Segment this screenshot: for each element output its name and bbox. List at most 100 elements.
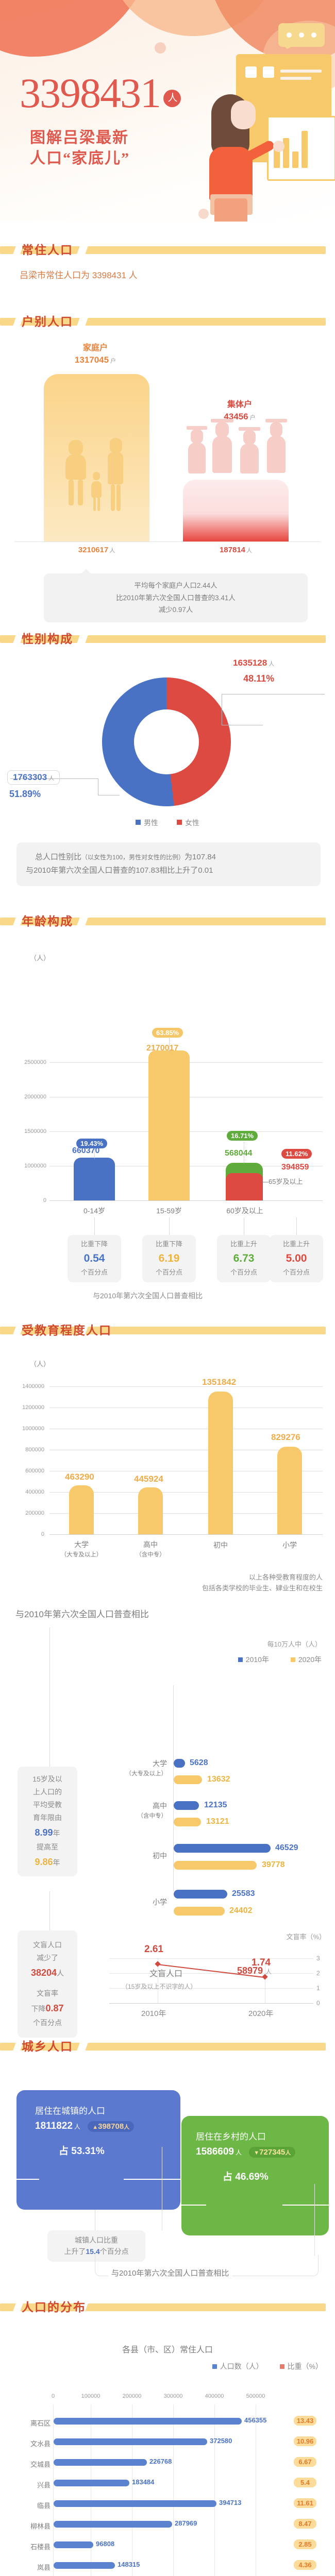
legend-2020-label: 2020年 xyxy=(298,1655,322,1664)
gridline xyxy=(109,1988,313,1989)
age-bar-65plus xyxy=(226,1173,263,1200)
compare-bar-university-2020 xyxy=(174,1775,202,1784)
adult-head-icon xyxy=(69,440,83,455)
collective-household-label-block: 集体户 43456 户 xyxy=(206,397,273,422)
rural-value: 1586609 xyxy=(196,2146,234,2157)
urban-population-card: 居住在城镇的人口 1811822 人 ▲398708人 占 53.31% xyxy=(16,2090,180,2210)
graduate-figure-icon xyxy=(240,444,259,473)
avg-schooling-v2-value: 9.86 xyxy=(35,1856,53,1867)
rural-pct-rule xyxy=(181,2205,206,2206)
rural-value-row: 1586609 人 ▼727345人 xyxy=(196,2146,329,2158)
county-bar xyxy=(54,2418,242,2425)
age-bar-0-14 xyxy=(74,1158,115,1200)
gridline xyxy=(109,1958,313,1959)
urban-ratio-note-line2: 上升了15.4个百分点 xyxy=(47,2246,145,2258)
board-cell xyxy=(263,66,274,78)
ribbon-decoration xyxy=(0,246,326,254)
rural-delta-unit: 人 xyxy=(285,2150,291,2156)
compare-bar-primary-2020 xyxy=(174,1907,225,1916)
ytick-0: 0 xyxy=(41,1531,44,1537)
ytick-1200000: 1200000 xyxy=(22,1404,44,1411)
family-household-unit: 户 xyxy=(110,358,116,364)
age-value-65plus: 394859 xyxy=(281,1163,309,1172)
compare-label-juniorhigh: 初中 xyxy=(153,1852,167,1860)
panel-bar xyxy=(274,147,280,168)
county-value: 394713 xyxy=(219,2499,242,2506)
rural-population-card: 居住在乡村的人口 1586609 人 ▼727345人 占 46.69% xyxy=(181,2116,329,2235)
graduate-cap-icon xyxy=(239,427,260,431)
illiteracy-value-2010: 2.61 xyxy=(144,1944,163,1955)
legend-female: 女性 xyxy=(176,819,199,827)
illiteracy-total-value: 58979 人 xyxy=(237,1965,272,1976)
gender-note-paren: （以女性为100，男性对女性的比例） xyxy=(81,854,185,861)
gridline xyxy=(214,2404,215,2576)
hero-subtitle: 图解吕梁最新 人口“家底儿” xyxy=(30,128,130,168)
county-percent: 5.4 xyxy=(294,2478,316,2487)
illiteracy-xtick-2010: 2010年 xyxy=(141,2009,166,2018)
urban-title: 居住在城镇的人口 xyxy=(35,2106,105,2116)
gender-donut-chart xyxy=(102,677,231,806)
illiteracy-card-v1-value: 38204 xyxy=(30,1967,57,1978)
chat-dot-icon xyxy=(287,32,292,38)
male-callout: 1763303 人 51.89% xyxy=(7,770,60,800)
gender-note-line2: 与2010年第六次全国人口普查的107.83相比上升了0.01 xyxy=(26,866,213,875)
age-card-3: 比重上升 5.00 个百分点 xyxy=(270,1235,323,1282)
section-title: 性别构成 xyxy=(22,633,73,646)
child-head-icon xyxy=(93,472,100,480)
graduate-head-icon xyxy=(270,422,282,437)
illiteracy-line-chart: 文盲率（%） 3 2 1 0 2.61 1.74 2010年 2020年 xyxy=(109,1931,326,2035)
collective-household-label: 集体户 xyxy=(227,400,252,409)
section-title: 户别人口 xyxy=(22,315,73,328)
legend-swatch-count-icon xyxy=(212,2364,217,2369)
illiteracy-card: 文盲人口 减少了 38204人 文盲率 下降0.87 个百分点 xyxy=(18,1930,77,2038)
illiteracy-total-sub: （15岁及以上不识字的人） xyxy=(122,1983,197,1990)
axis-baseline xyxy=(49,1200,323,1201)
county-label: 交城县 xyxy=(30,2461,51,2468)
adult-leg-icon xyxy=(78,480,83,505)
avg-schooling-line2: 上人口的 xyxy=(33,1787,62,1796)
ytick-800000: 800000 xyxy=(25,1447,44,1453)
woman-face xyxy=(231,100,256,129)
dotted-connector xyxy=(169,1038,170,1052)
panel-bar xyxy=(292,151,298,168)
legend-swatch-2010-icon xyxy=(238,1657,243,1662)
ytick-600000: 600000 xyxy=(25,1468,44,1474)
gridline xyxy=(49,1492,323,1493)
urban-percent: 占 53.31% xyxy=(59,2146,105,2157)
avg-schooling-v1-unit: 年 xyxy=(53,1828,60,1837)
age-card-value: 5.00 xyxy=(286,1252,307,1264)
urban-ratio-post: 个百分点 xyxy=(99,2247,129,2256)
rural-pct-rule xyxy=(282,2205,329,2206)
compare-bar-juniorhigh-2020 xyxy=(174,1861,257,1870)
legend-male-label: 男性 xyxy=(144,819,159,827)
compare-bar-primary-2010 xyxy=(174,1890,227,1899)
family-household-bar xyxy=(44,374,149,541)
card-connector xyxy=(169,1217,170,1236)
family-household-value: 1317045 xyxy=(74,355,109,365)
ytick-1000000: 1000000 xyxy=(24,1163,46,1169)
graduate-cap-icon xyxy=(211,419,233,422)
child-figure-icon xyxy=(91,481,102,498)
woman-with-board-illustration xyxy=(206,23,335,222)
section-heading-gender: 性别构成 xyxy=(0,630,335,648)
age-card-value: 6.19 xyxy=(158,1252,180,1264)
county-label: 柳林县 xyxy=(30,2522,51,2530)
age-axis-unit: （人） xyxy=(30,954,51,962)
illiteracy-total-number: 58979 xyxy=(237,1965,263,1976)
female-count-unit: 人 xyxy=(269,661,275,667)
county-value: 287969 xyxy=(175,2519,197,2527)
compare-label-primary: 小学 xyxy=(153,1898,167,1906)
compare-value-primary-2010: 25583 xyxy=(232,1889,255,1898)
age-pct-60plus: 16.71% xyxy=(227,1131,258,1141)
county-label: 岚县 xyxy=(37,2564,51,2571)
male-count: 1763303 人 xyxy=(7,770,60,785)
legend-count-label: 人口数（人） xyxy=(220,2362,263,2370)
male-percent: 51.89% xyxy=(9,789,41,799)
ytick-1400000: 1400000 xyxy=(22,1383,44,1389)
age-card-unit: 个百分点 xyxy=(80,1268,108,1276)
card-connector xyxy=(94,1217,95,1236)
decorative-dot xyxy=(155,42,166,54)
illiteracy-summary: 文盲人口 58979 人 （15岁及以上不识字的人） xyxy=(0,1965,335,2008)
hero-banner: 3398431 人 图解吕梁最新 人口“家底儿” xyxy=(0,0,335,222)
dotted-connector xyxy=(94,1149,95,1159)
